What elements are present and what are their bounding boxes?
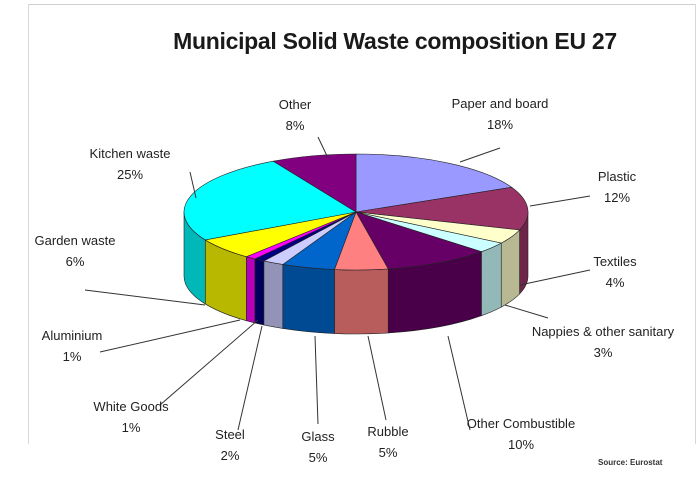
side-rubble xyxy=(334,268,389,335)
side-nappies-and-other-sanitary xyxy=(481,242,502,317)
leader-line-garden-waste xyxy=(84,289,206,306)
slice-other-combustible xyxy=(355,211,483,270)
label-name-kitchen-waste: Kitchen waste xyxy=(90,146,171,161)
leader-line-paper-and-board xyxy=(459,147,501,163)
label-value-glass: 5% xyxy=(309,450,328,465)
slice-paper-and-board xyxy=(355,153,513,213)
label-value-rubble: 5% xyxy=(379,445,398,460)
frame-left-border xyxy=(28,4,29,444)
label-value-kitchen-waste: 25% xyxy=(117,167,143,182)
chart-title: Municipal Solid Waste composition EU 27 xyxy=(173,28,617,54)
label-name-rubble: Rubble xyxy=(367,424,408,439)
leader-line-nappies-and-other-sanitary xyxy=(504,304,549,319)
label-name-textiles: Textiles xyxy=(593,254,637,269)
label-name-nappies-and-other-sanitary: Nappies & other sanitary xyxy=(532,324,675,339)
label-value-aluminium: 1% xyxy=(63,349,82,364)
leader-line-plastic xyxy=(529,195,591,207)
label-name-paper-and-board: Paper and board xyxy=(452,96,549,111)
label-value-garden-waste: 6% xyxy=(66,254,85,269)
source-note: Source: Eurostat xyxy=(598,458,663,467)
leader-line-aluminium xyxy=(99,319,241,353)
leader-line-glass xyxy=(314,335,319,425)
label-name-glass: Glass xyxy=(301,429,335,444)
leader-line-steel xyxy=(237,325,263,431)
label-value-other: 8% xyxy=(286,118,305,133)
pie-side-walls xyxy=(183,211,529,335)
leader-line-white-goods xyxy=(159,319,259,406)
leader-line-other-combustible xyxy=(447,335,471,431)
slice-other xyxy=(272,153,357,213)
label-name-white-goods: White Goods xyxy=(93,399,169,414)
leader-line-rubble xyxy=(367,335,387,421)
label-name-other-combustible: Other Combustible xyxy=(467,416,575,431)
leader-line-kitchen-waste xyxy=(189,171,197,199)
label-name-steel: Steel xyxy=(215,427,245,442)
label-name-plastic: Plastic xyxy=(598,169,637,184)
label-value-textiles: 4% xyxy=(606,275,625,290)
frame-right-border xyxy=(695,4,696,444)
label-value-nappies-and-other-sanitary: 3% xyxy=(594,345,613,360)
slice-kitchen-waste xyxy=(183,160,357,241)
label-name-aluminium: Aluminium xyxy=(42,328,103,343)
label-name-garden-waste: Garden waste xyxy=(35,233,116,248)
label-value-white-goods: 1% xyxy=(122,420,141,435)
frame-top-border xyxy=(28,4,696,5)
side-aluminium xyxy=(246,256,256,324)
label-value-steel: 2% xyxy=(221,448,240,463)
side-glass xyxy=(282,264,335,334)
leader-line-other xyxy=(317,136,329,159)
slice-plastic xyxy=(355,186,529,231)
side-white-goods xyxy=(254,258,265,326)
pie-top-faces xyxy=(183,153,529,271)
side-steel xyxy=(263,260,284,329)
label-value-plastic: 12% xyxy=(604,190,630,205)
label-name-other: Other xyxy=(279,97,312,112)
leader-line-textiles xyxy=(519,269,591,286)
label-value-paper-and-board: 18% xyxy=(487,117,513,132)
label-value-other-combustible: 10% xyxy=(508,437,534,452)
slice-labels: Paper and board 18% Plastic 12% Textiles 4% Na… xyxy=(35,96,675,465)
